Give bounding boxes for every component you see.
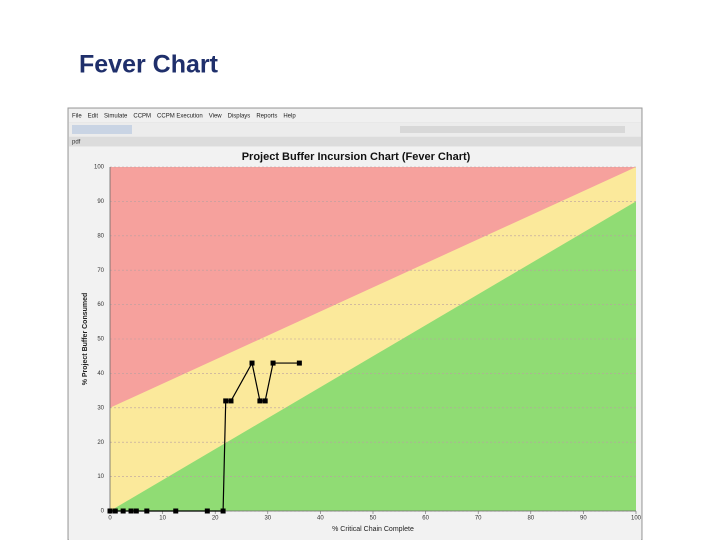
y-tick-label: 0 bbox=[101, 509, 105, 515]
point bbox=[128, 508, 134, 514]
toolbar-status bbox=[400, 126, 625, 133]
y-tick-label: 10 bbox=[97, 474, 104, 480]
menu-item[interactable]: Edit bbox=[88, 114, 99, 120]
point bbox=[204, 508, 210, 514]
point bbox=[107, 508, 113, 514]
x-tick-label: 70 bbox=[475, 516, 482, 522]
point bbox=[133, 508, 139, 514]
y-tick-label: 70 bbox=[97, 268, 104, 274]
chart-title: Project Buffer Incursion Chart (Fever Ch… bbox=[242, 151, 471, 163]
y-tick-label: 20 bbox=[97, 440, 104, 446]
y-tick-label: 50 bbox=[97, 337, 104, 343]
point bbox=[262, 398, 268, 404]
menu-item[interactable]: File bbox=[72, 114, 82, 120]
x-tick-label: 60 bbox=[422, 516, 429, 522]
menu-item[interactable]: View bbox=[209, 114, 223, 120]
menu-item[interactable]: Reports bbox=[256, 114, 277, 120]
menu-item[interactable]: CCPM Execution bbox=[157, 114, 203, 120]
point bbox=[296, 360, 302, 366]
point bbox=[220, 508, 226, 514]
y-tick-label: 80 bbox=[97, 233, 104, 239]
menu-item[interactable]: Simulate bbox=[104, 114, 128, 120]
x-tick-label: 90 bbox=[580, 516, 587, 522]
y-tick-label: 60 bbox=[97, 302, 104, 308]
y-axis-title: % Project Buffer Consumed bbox=[82, 293, 89, 386]
x-axis-title: % Critical Chain Complete bbox=[332, 526, 414, 533]
point bbox=[144, 508, 150, 514]
x-tick-label: 0 bbox=[108, 516, 112, 522]
y-tick-label: 40 bbox=[97, 371, 104, 377]
y-tick-label: 100 bbox=[94, 165, 105, 171]
x-tick-label: 10 bbox=[159, 516, 166, 522]
tab[interactable]: pdf bbox=[72, 140, 81, 146]
point bbox=[249, 360, 255, 366]
menu-item[interactable]: Help bbox=[283, 114, 296, 120]
point bbox=[173, 508, 179, 514]
x-tick-label: 20 bbox=[212, 516, 219, 522]
slide-title: Fever Chart bbox=[79, 51, 219, 79]
point bbox=[223, 398, 229, 404]
x-tick-label: 100 bbox=[631, 516, 642, 522]
menu-item[interactable]: CCPM bbox=[133, 114, 151, 120]
point bbox=[228, 398, 234, 404]
x-tick-label: 80 bbox=[527, 516, 534, 522]
series-line bbox=[110, 361, 300, 512]
y-tick-label: 30 bbox=[97, 405, 104, 411]
x-tick-label: 30 bbox=[264, 516, 271, 522]
point bbox=[112, 508, 118, 514]
menu-bar bbox=[69, 109, 641, 122]
y-tick-label: 90 bbox=[97, 199, 104, 205]
x-tick-label: 40 bbox=[317, 516, 324, 522]
point bbox=[120, 508, 126, 514]
point bbox=[257, 398, 263, 404]
toolbar-icons bbox=[72, 125, 132, 134]
point bbox=[270, 360, 276, 366]
x-tick-label: 50 bbox=[370, 516, 377, 522]
tab-row bbox=[69, 137, 641, 146]
menu-item[interactable]: Displays bbox=[228, 114, 251, 120]
zone bbox=[110, 201, 636, 511]
